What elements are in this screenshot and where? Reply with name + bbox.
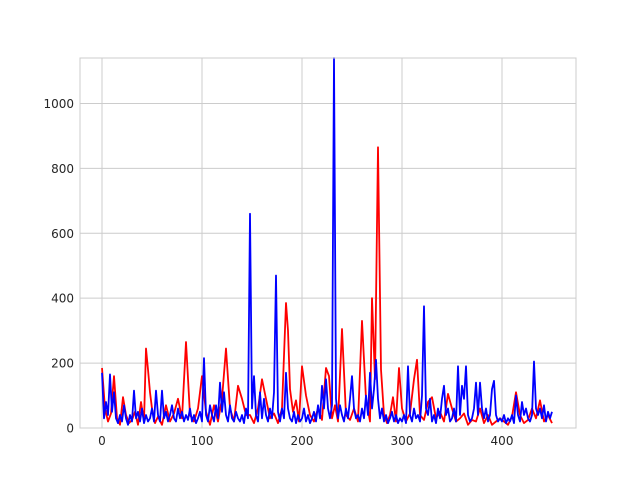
x-tick-label: 0 [98,434,106,448]
x-tick-label: 300 [391,434,414,448]
plot-frame [79,57,577,429]
x-tick-label: 400 [491,434,514,448]
y-axis-ticks: 0 200 400 600 800 1000 [43,97,74,436]
y-tick-label: 1000 [43,97,74,111]
x-axis-ticks: 0 100 200 300 400 [98,434,513,448]
series-line-2 [101,57,553,426]
grid [80,58,576,429]
y-tick-label: 0 [66,422,74,436]
y-tick-label: 200 [51,357,74,371]
y-tick-label: 800 [51,162,74,176]
x-tick-label: 100 [191,434,214,448]
plot-area [79,57,577,429]
y-tick-label: 600 [51,227,74,241]
series-layer [101,57,553,426]
x-tick-label: 200 [291,434,314,448]
y-tick-label: 400 [51,292,74,306]
